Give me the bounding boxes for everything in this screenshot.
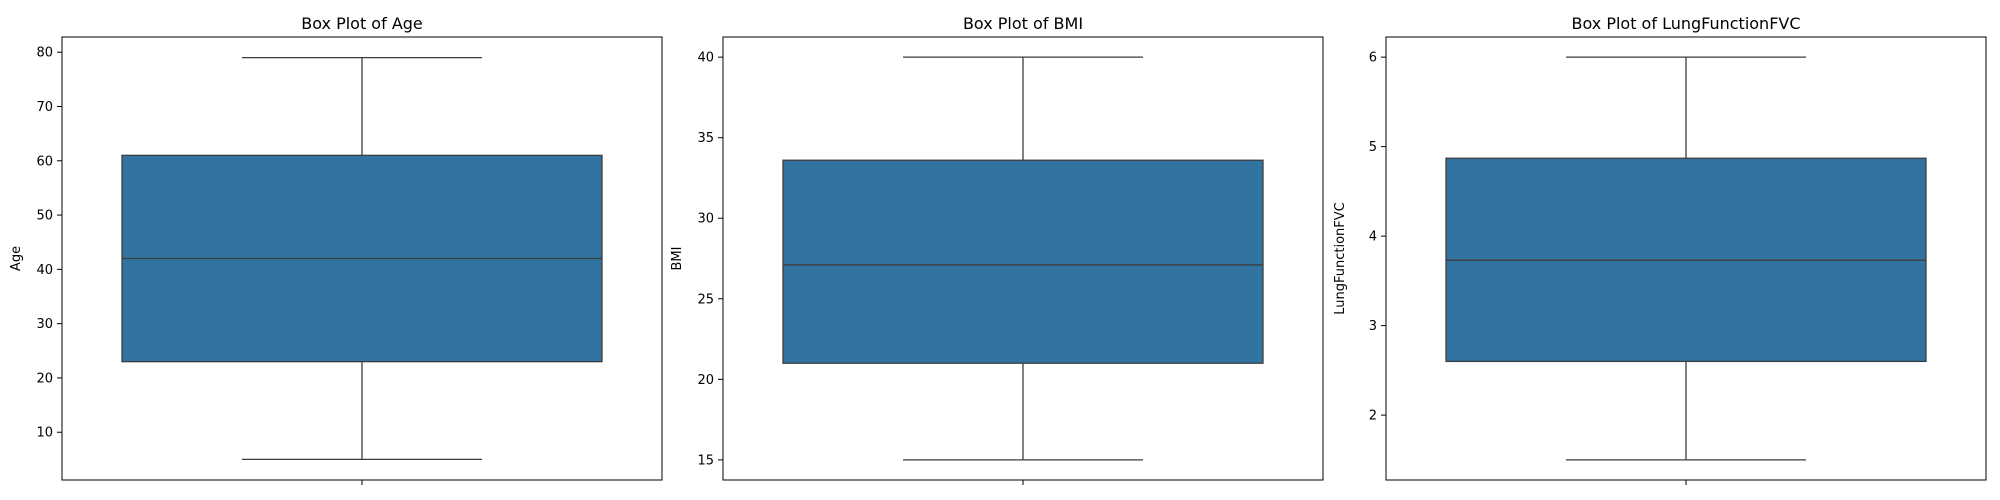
chart-title: Box Plot of BMI [963, 14, 1083, 33]
y-tick-label: 30 [36, 317, 53, 332]
chart-panel: Box Plot of Age Age 10 20 30 40 50 60 70 80 [9, 14, 663, 485]
y-tick-label: 6 [1369, 51, 1377, 66]
y-tick-label: 30 [697, 212, 714, 227]
chart-panel: Box Plot of LungFunctionFVC LungFunctionF… [1333, 14, 1987, 485]
y-tick-label: 60 [36, 154, 53, 169]
y-tick-label: 20 [36, 371, 53, 386]
y-tick-label: 70 [36, 100, 53, 115]
y-tick-label: 15 [697, 453, 714, 468]
y-tick-label: 40 [36, 263, 53, 278]
y-tick-label: 20 [697, 373, 714, 388]
chart-title: Box Plot of Age [301, 14, 423, 33]
y-axis-label: LungFunctionFVC [1333, 202, 1348, 315]
y-tick-label: 10 [36, 426, 53, 441]
y-tick-label: 2 [1369, 409, 1377, 424]
y-tick-label: 40 [697, 51, 714, 66]
y-tick-label: 5 [1369, 140, 1377, 155]
iqr-box [782, 159, 1264, 364]
plot-frame [61, 36, 663, 481]
y-axis-label: BMI [670, 247, 685, 271]
y-axis-label: Age [9, 246, 24, 271]
plot-frame [722, 36, 1324, 481]
y-tick-label: 25 [697, 292, 714, 307]
chart-panel: Box Plot of BMI BMI 15 20 25 30 35 40 [670, 14, 1324, 485]
plot-frame [1385, 36, 1987, 481]
y-tick-label: 3 [1369, 319, 1377, 334]
y-tick-label: 35 [697, 131, 714, 146]
chart-title: Box Plot of LungFunctionFVC [1571, 14, 1800, 33]
y-tick-label: 50 [36, 209, 53, 224]
y-tick-label: 80 [36, 46, 53, 61]
y-tick-label: 4 [1369, 230, 1377, 245]
